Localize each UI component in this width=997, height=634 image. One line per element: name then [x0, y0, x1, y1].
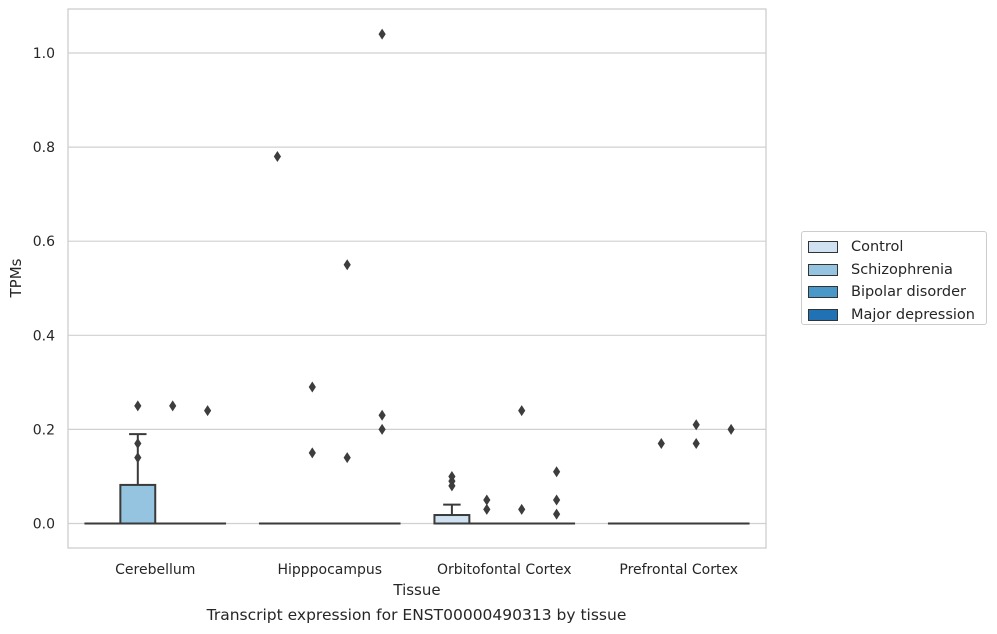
outlier-point — [657, 438, 665, 450]
box-body — [119, 483, 157, 525]
x-tick-labels: Cerebellum Hipppocampus Orbitofontal Corte… — [115, 562, 738, 578]
box-schizophrenia — [119, 433, 157, 525]
outlier-point — [483, 494, 491, 506]
outlier-point — [343, 259, 351, 271]
legend-item: Bipolar disorder — [808, 281, 986, 304]
outlier-point — [169, 400, 177, 412]
outlier-point — [134, 452, 142, 464]
y-tick-label: 0.8 — [33, 140, 55, 156]
outlier-point — [553, 494, 561, 506]
outlier-point — [483, 503, 491, 515]
outlier-point — [553, 466, 561, 478]
y-tick-label: 0.2 — [33, 422, 55, 438]
outlier-point — [448, 480, 456, 492]
plot-area — [68, 9, 766, 548]
outlier-point — [727, 423, 735, 435]
outlier-point — [308, 447, 316, 459]
x-tick-label: Hipppocampus — [277, 562, 382, 578]
x-tick-label: Prefrontal Cortex — [619, 562, 738, 578]
legend-label: Schizophrenia — [851, 261, 953, 278]
outlier-point — [378, 409, 386, 421]
outlier-point — [378, 28, 386, 40]
legend: Control Schizophrenia Bipolar disorder Majo… — [801, 231, 987, 325]
outlier-point — [343, 452, 351, 464]
outlier-point — [134, 438, 142, 450]
outlier-point — [134, 400, 142, 412]
x-tick-label: Orbitofontal Cortex — [437, 562, 572, 578]
legend-swatch — [808, 286, 838, 299]
box-control — [433, 503, 471, 525]
chart-caption: Transcript expression for ENST0000049031… — [206, 606, 627, 624]
outlier-point — [518, 503, 526, 515]
box-body — [433, 514, 471, 525]
y-tick-label: 0.0 — [33, 517, 55, 533]
y-tick-labels: 0.0 0.2 0.4 0.6 0.8 1.0 — [33, 46, 55, 533]
y-axis-label: TPMs — [7, 258, 25, 298]
x-axis-label: Tissue — [392, 581, 440, 599]
legend-item: Major depression — [808, 304, 986, 327]
plot-frame — [67, 8, 767, 549]
y-tick-label: 1.0 — [33, 46, 55, 62]
legend-swatch — [808, 263, 838, 276]
y-tick-label: 0.6 — [33, 234, 55, 250]
y-tick-label: 0.4 — [33, 328, 55, 344]
legend-item: Schizophrenia — [808, 259, 986, 282]
outliers — [134, 28, 735, 520]
legend-label: Bipolar disorder — [851, 284, 966, 301]
outlier-point — [378, 423, 386, 435]
x-tick-label: Cerebellum — [115, 562, 195, 578]
legend-label: Major depression — [851, 306, 975, 323]
outlier-point — [518, 405, 526, 417]
outlier-point — [273, 151, 281, 163]
boxes — [84, 433, 750, 525]
outlier-point — [204, 405, 212, 417]
outlier-point — [308, 381, 316, 393]
outlier-point — [692, 438, 700, 450]
outlier-point — [692, 419, 700, 431]
outlier-point — [553, 508, 561, 520]
legend-swatch — [808, 241, 838, 254]
legend-swatch — [808, 308, 838, 321]
legend-label: Control — [851, 239, 904, 256]
legend-item: Control — [808, 236, 986, 259]
